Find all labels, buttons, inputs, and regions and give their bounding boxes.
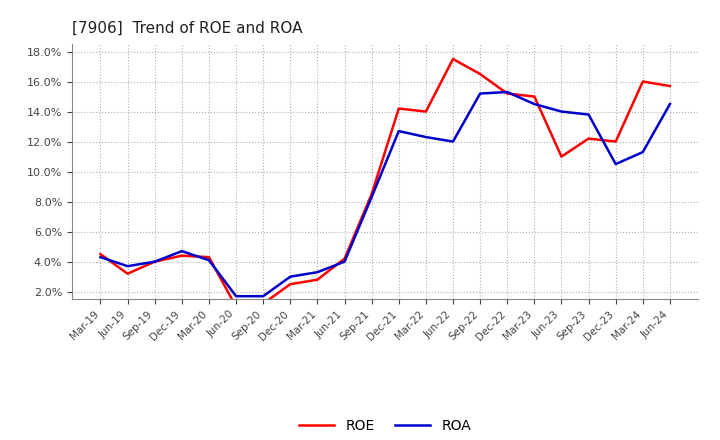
ROA bbox=[449, 139, 457, 144]
ROE bbox=[557, 154, 566, 159]
ROA bbox=[259, 293, 268, 299]
Text: [7906]  Trend of ROE and ROA: [7906] Trend of ROE and ROA bbox=[72, 21, 302, 36]
ROA bbox=[665, 101, 674, 106]
ROA bbox=[476, 91, 485, 96]
ROE bbox=[259, 301, 268, 306]
ROE bbox=[178, 253, 186, 258]
ROA bbox=[232, 293, 240, 299]
ROA bbox=[584, 112, 593, 117]
ROA bbox=[204, 257, 213, 263]
ROE bbox=[313, 277, 322, 282]
ROE bbox=[204, 254, 213, 260]
ROA bbox=[639, 150, 647, 155]
Legend: ROE, ROA: ROE, ROA bbox=[294, 413, 477, 438]
ROE bbox=[449, 56, 457, 62]
ROE bbox=[611, 139, 620, 144]
Line: ROA: ROA bbox=[101, 92, 670, 296]
ROA bbox=[178, 249, 186, 254]
ROA bbox=[557, 109, 566, 114]
ROE bbox=[665, 84, 674, 89]
ROE bbox=[286, 282, 294, 287]
ROA bbox=[530, 101, 539, 106]
ROA bbox=[611, 161, 620, 167]
ROA bbox=[395, 128, 403, 134]
ROE bbox=[530, 94, 539, 99]
ROE bbox=[150, 259, 159, 264]
ROE bbox=[476, 71, 485, 77]
ROA bbox=[367, 194, 376, 200]
ROA bbox=[150, 259, 159, 264]
ROE bbox=[584, 136, 593, 141]
Line: ROE: ROE bbox=[101, 59, 670, 307]
ROA bbox=[286, 274, 294, 279]
ROE bbox=[367, 191, 376, 197]
ROA bbox=[123, 264, 132, 269]
ROE bbox=[421, 109, 430, 114]
ROE bbox=[123, 271, 132, 276]
ROA bbox=[341, 259, 349, 264]
ROE bbox=[96, 252, 105, 257]
ROE bbox=[503, 91, 511, 96]
ROE bbox=[232, 304, 240, 309]
ROA bbox=[503, 89, 511, 95]
ROA bbox=[313, 270, 322, 275]
ROE bbox=[341, 256, 349, 261]
ROE bbox=[395, 106, 403, 111]
ROE bbox=[639, 79, 647, 84]
ROA bbox=[96, 254, 105, 260]
ROA bbox=[421, 135, 430, 140]
